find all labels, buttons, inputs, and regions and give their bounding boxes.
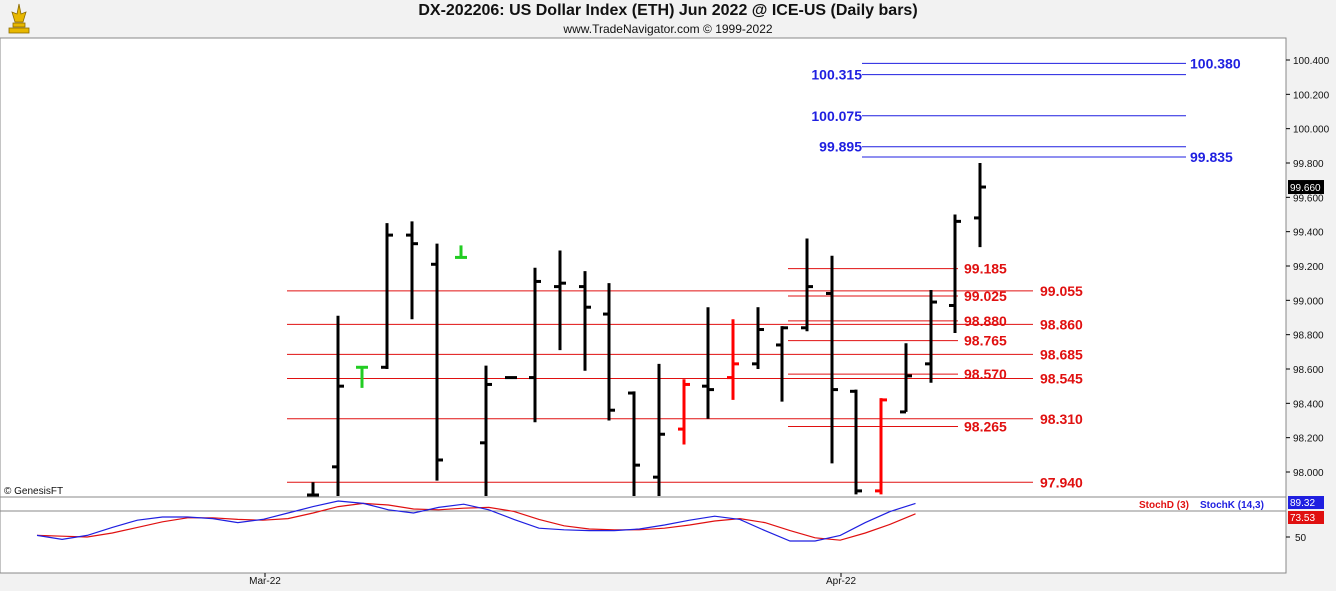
last-price-label: 99.660 <box>1290 183 1321 194</box>
ohlc-bar <box>752 307 764 369</box>
stoch-tick-label: 50 <box>1295 533 1307 544</box>
stoch-k-value: 89.32 <box>1290 498 1315 509</box>
ohlc-bar <box>974 163 986 248</box>
red-level-label: 97.940 <box>1040 474 1083 490</box>
ohlc-bar <box>850 389 862 495</box>
red-level-label: 98.570 <box>964 366 1007 382</box>
ohlc-bar <box>381 223 393 369</box>
ohlc-bar <box>678 379 690 445</box>
red-level-label: 99.185 <box>964 261 1007 277</box>
ohlc-bar <box>579 271 591 371</box>
ohlc-bar <box>702 307 714 419</box>
red-level-label: 99.055 <box>1040 283 1083 299</box>
ohlc-bar <box>332 315 344 496</box>
price-tick-label: 98.600 <box>1293 365 1324 376</box>
red-level-label: 98.545 <box>1040 370 1083 386</box>
copyright-label: © GenesisFT <box>4 486 64 497</box>
ohlc-bar <box>554 250 566 351</box>
stoch-d-value: 73.53 <box>1290 513 1315 524</box>
red-level-label: 98.310 <box>1040 411 1083 427</box>
ohlc-bar <box>480 365 492 496</box>
chart-title: DX-202206: US Dollar Index (ETH) Jun 202… <box>418 2 918 19</box>
ohlc-bar <box>826 255 838 464</box>
stoch-k-value-marker <box>1288 496 1324 509</box>
chart-subtitle: www.TradeNavigator.com © 1999-2022 <box>563 22 773 36</box>
ohlc-bar <box>406 221 418 320</box>
price-tick-label: 98.400 <box>1293 399 1324 410</box>
stoch-k-line <box>36 500 916 542</box>
ohlc-bar <box>776 326 788 402</box>
red-level-label: 99.025 <box>964 288 1007 304</box>
red-level-label: 98.860 <box>1040 316 1083 332</box>
last-price-marker <box>1288 180 1324 195</box>
red-level-label: 98.265 <box>964 419 1007 435</box>
x-tick-label: Apr-22 <box>826 576 856 587</box>
price-tick-label: 100.400 <box>1293 56 1330 67</box>
ohlc-bar <box>801 238 813 332</box>
blue-level-label: 100.315 <box>811 67 862 83</box>
ohlc-bar <box>356 365 368 388</box>
ohlc-bar <box>727 319 739 400</box>
stoch-d-value-marker <box>1288 511 1324 524</box>
price-tick-label: 98.200 <box>1293 434 1324 445</box>
stoch-d-legend: StochD (3) <box>1139 500 1189 511</box>
price-tick-label: 100.200 <box>1293 90 1330 101</box>
stoch-d-line <box>36 502 916 541</box>
blue-level-label: 100.075 <box>811 108 862 124</box>
ohlc-bar <box>455 245 467 259</box>
stoch-k-legend: StochK (14,3) <box>1200 500 1264 511</box>
price-tick-label: 100.000 <box>1293 125 1330 136</box>
stoch-panel <box>0 496 1287 574</box>
red-level-label: 98.880 <box>964 313 1007 329</box>
ohlc-bar <box>925 290 937 383</box>
ohlc-bar <box>628 391 640 496</box>
blue-level-label: 99.895 <box>819 139 862 155</box>
price-tick-label: 99.600 <box>1293 193 1324 204</box>
red-level-label: 98.765 <box>964 333 1007 349</box>
ohlc-bar <box>529 267 541 423</box>
blue-level-label: 100.380 <box>1190 55 1241 71</box>
ohlc-bar <box>653 363 665 496</box>
price-tick-label: 98.800 <box>1293 331 1324 342</box>
ohlc-bar <box>949 214 961 333</box>
price-tick-label: 99.000 <box>1293 296 1324 307</box>
red-level-label: 98.685 <box>1040 346 1083 362</box>
x-tick-label: Mar-22 <box>249 576 281 587</box>
ohlc-bar <box>875 398 887 495</box>
price-tick-label: 99.800 <box>1293 159 1324 170</box>
price-tick-label: 99.200 <box>1293 262 1324 273</box>
blue-level-label: 99.835 <box>1190 149 1233 165</box>
ohlc-bar <box>900 343 912 414</box>
ohlc-bar <box>307 482 319 497</box>
main-panel <box>0 37 1287 498</box>
price-tick-label: 98.000 <box>1293 468 1324 479</box>
ohlc-bar <box>431 243 443 481</box>
price-tick-label: 99.400 <box>1293 228 1324 239</box>
trophy-logo-icon <box>8 3 30 34</box>
ohlc-bar <box>603 283 615 421</box>
